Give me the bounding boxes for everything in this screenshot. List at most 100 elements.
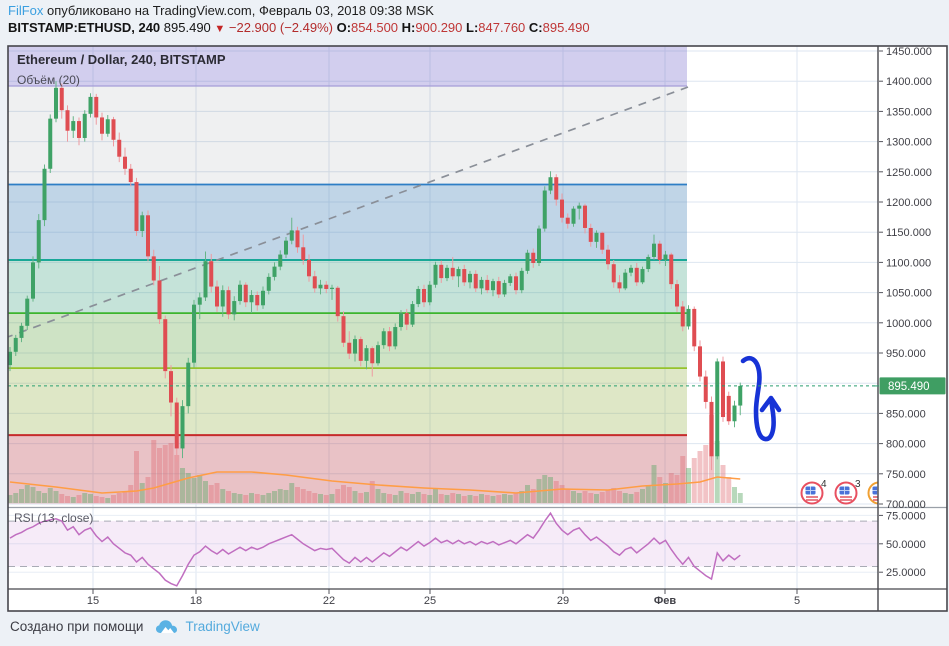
volume-bar: [145, 477, 151, 503]
volume-bar: [392, 495, 398, 503]
rsi-pane[interactable]: [8, 507, 878, 589]
price-zone: [8, 46, 687, 87]
candle-body: [197, 297, 202, 305]
chart-legend-title[interactable]: Ethereum / Dollar, 240, BITSTAMP: [17, 52, 226, 67]
candle-body: [525, 252, 530, 271]
rsi-legend[interactable]: RSI (13, close): [14, 511, 94, 525]
volume-bar: [249, 493, 254, 503]
volume-bar: [226, 491, 231, 503]
volume-bar: [70, 497, 76, 503]
volume-bar: [312, 493, 318, 503]
candle-body: [134, 182, 139, 231]
volume-bar: [272, 491, 277, 503]
price-tick-label: 1450.000: [886, 46, 932, 58]
volume-bar: [306, 491, 312, 503]
volume-bar: [594, 494, 599, 503]
candle-body: [571, 208, 576, 224]
candle-body: [502, 282, 507, 295]
candle-body: [82, 113, 87, 138]
volume-bar: [47, 488, 53, 503]
volume-bar: [565, 489, 571, 503]
volume-bar: [438, 494, 444, 503]
volume-bar: [76, 495, 82, 503]
rsi-tick-label: 50.0000: [886, 539, 926, 551]
volume-ma-line: [9, 471, 741, 494]
volume-bar: [519, 491, 525, 503]
volume-bar: [318, 494, 323, 503]
time-scale[interactable]: [8, 589, 947, 611]
candle-body: [445, 267, 449, 279]
volume-bar: [628, 494, 634, 503]
volume-bar: [99, 497, 105, 503]
volume-bar: [157, 448, 162, 503]
volume-bar: [640, 489, 645, 503]
candle-body: [583, 205, 587, 228]
last-price: 895.490: [160, 20, 215, 35]
reaction-count: 4: [821, 479, 827, 490]
candle-body: [59, 87, 64, 111]
candle-body: [266, 276, 271, 291]
candle-body: [318, 284, 323, 289]
volume-bar: [65, 496, 70, 503]
volume-bar: [214, 483, 220, 503]
volume-bar: [467, 495, 473, 503]
volume-bar: [668, 473, 674, 503]
candle-body: [370, 348, 375, 364]
candle-body: [387, 331, 392, 347]
price-tick-label: 1200.000: [886, 197, 932, 209]
high-value: 900.290: [415, 20, 463, 35]
candle-body: [261, 290, 265, 306]
candle-body: [151, 256, 156, 281]
candle-body: [732, 405, 737, 422]
volume-bar: [220, 489, 226, 503]
price-tick-label: 750.000: [886, 469, 926, 481]
trendline[interactable]: [5, 86, 689, 338]
drawn-arrow-head[interactable]: [759, 395, 782, 413]
volume-bar: [479, 494, 484, 503]
candle-body: [174, 402, 179, 449]
price-tick-label: 1000.000: [886, 318, 932, 330]
volume-bar: [42, 493, 47, 503]
candle-body: [594, 232, 599, 242]
candle-body: [105, 119, 110, 134]
candle-body: [496, 281, 501, 295]
reaction-badges[interactable]: [799, 480, 877, 505]
price-tick-label: 1400.000: [886, 76, 932, 88]
volume-bar: [82, 493, 88, 503]
candle-body: [301, 247, 306, 260]
chart-legend-volume[interactable]: Объём (20): [17, 73, 80, 87]
price-tick-label: 850.000: [886, 408, 926, 420]
tradingview-link[interactable]: TradingView: [185, 618, 260, 634]
volume-bar: [404, 493, 410, 503]
candle-body: [531, 252, 536, 264]
candle-body: [289, 230, 294, 241]
candle-body: [738, 385, 743, 406]
candle-body: [726, 395, 731, 422]
candle-body: [715, 361, 720, 457]
candle-body: [19, 325, 24, 338]
chart-canvas[interactable]: [8, 46, 878, 504]
candle-body: [31, 262, 35, 299]
candle-body: [709, 401, 714, 457]
volume-bar: [139, 483, 145, 503]
price-tick-label: 1150.000: [886, 227, 931, 239]
drawn-arrow[interactable]: [740, 356, 776, 442]
price-tick-label: 1050.000: [886, 288, 932, 300]
volume-bar: [553, 481, 559, 503]
reaction-count: 3: [855, 479, 861, 490]
candle-body: [600, 232, 605, 250]
candle-body: [88, 96, 93, 114]
candle-body: [94, 96, 99, 118]
candle-body: [537, 228, 541, 264]
close-value: 895.490: [542, 20, 590, 35]
candle-body: [554, 177, 559, 200]
volume-bar: [571, 491, 576, 503]
volume-bar: [617, 491, 622, 503]
low-label: L:: [462, 20, 479, 35]
price-scale[interactable]: [878, 46, 947, 589]
candle-body: [353, 339, 357, 354]
candle-body: [652, 243, 656, 257]
volume-bar: [300, 489, 306, 503]
volume-bar: [657, 477, 663, 503]
candle-body: [25, 298, 30, 326]
